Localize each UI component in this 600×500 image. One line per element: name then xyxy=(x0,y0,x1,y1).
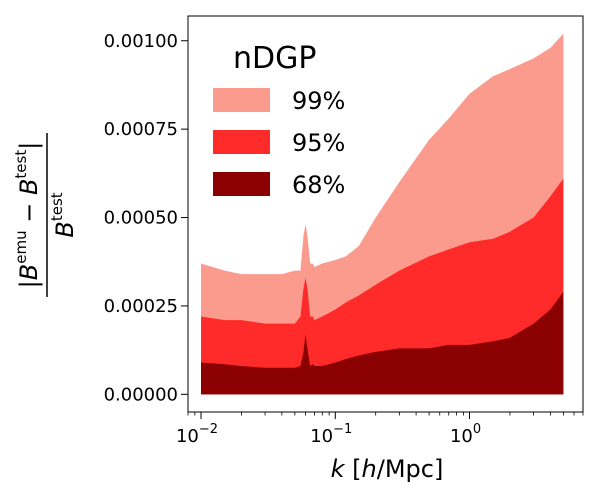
x-tick-label: 100 xyxy=(450,422,481,447)
x-axis-ticks: 10−2 10−1 100 xyxy=(176,412,584,447)
y-tick-label: 0.00000 xyxy=(104,384,178,405)
legend-swatch xyxy=(213,130,270,154)
y-tick-label: 0.00050 xyxy=(104,208,178,229)
area-layer xyxy=(201,33,564,395)
x-tick-label: 10−1 xyxy=(310,422,352,447)
legend-label: 95% xyxy=(292,129,345,157)
y-axis-label-denominator: Btest xyxy=(48,192,79,237)
plot-frame xyxy=(187,15,584,413)
y-tick-label: 0.00100 xyxy=(104,31,178,52)
legend-title: nDGP xyxy=(233,41,316,76)
x-axis-label: k [h/Mpc] xyxy=(331,455,444,483)
legend-items: 99% 95% 68% xyxy=(213,87,345,199)
legend-label: 99% xyxy=(292,87,345,115)
y-tick-label: 0.00075 xyxy=(104,119,178,140)
legend-swatch xyxy=(213,88,270,112)
legend-label: 68% xyxy=(292,171,345,199)
y-tick-label: 0.00025 xyxy=(104,296,178,317)
y-axis-ticks: 0.00000 0.00025 0.00050 0.00075 0.00100 xyxy=(104,31,188,405)
legend-swatch xyxy=(213,172,270,196)
x-tick-label: 10−2 xyxy=(176,422,218,447)
area-68-percent xyxy=(201,291,564,395)
legend: nDGP 99% 95% 68% xyxy=(213,41,345,199)
y-axis-label-numerator: |Bemu − Btest| xyxy=(12,142,43,289)
y-axis-label: |Bemu − Btest| Btest xyxy=(12,133,79,297)
area-95-percent xyxy=(201,178,564,395)
